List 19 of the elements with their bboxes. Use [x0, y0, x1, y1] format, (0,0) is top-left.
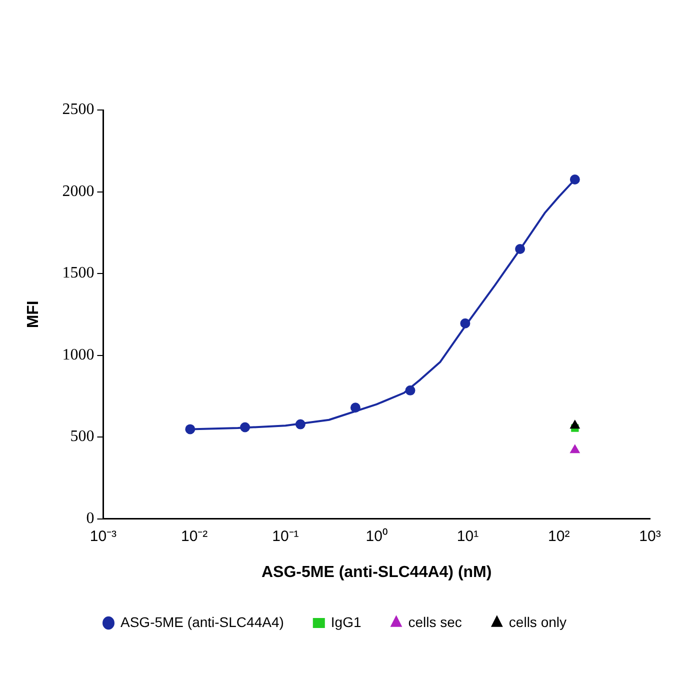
y-tick-label: 1000	[62, 346, 94, 364]
y-tick-label: 1500	[62, 264, 94, 282]
y-axis-title: MFI	[25, 300, 42, 328]
legend-label: cells only	[508, 614, 567, 630]
y-tick-label: 500	[70, 428, 94, 446]
y-tick-label: 0	[86, 510, 94, 528]
legend-label: cells sec	[408, 614, 462, 630]
x-tick-label: 10²	[548, 528, 570, 545]
x-tick-label: 10⁻¹	[272, 528, 299, 545]
x-tick-label: 10³	[639, 528, 661, 545]
x-tick-label: 10⁻²	[180, 528, 208, 545]
legend-label: ASG-5ME (anti-SLC44A4)	[120, 614, 284, 630]
x-tick-label: 10¹	[456, 528, 479, 545]
y-tick-label: 2500	[62, 101, 94, 118]
x-tick-label: 10⁰	[366, 528, 388, 545]
legend-label: IgG1	[330, 614, 362, 630]
y-tick-label: 2000	[62, 182, 94, 200]
x-axis-title: ASG-5ME (anti-SLC44A4) (nM)	[261, 564, 492, 581]
x-tick-label: 10⁻³	[90, 528, 117, 545]
